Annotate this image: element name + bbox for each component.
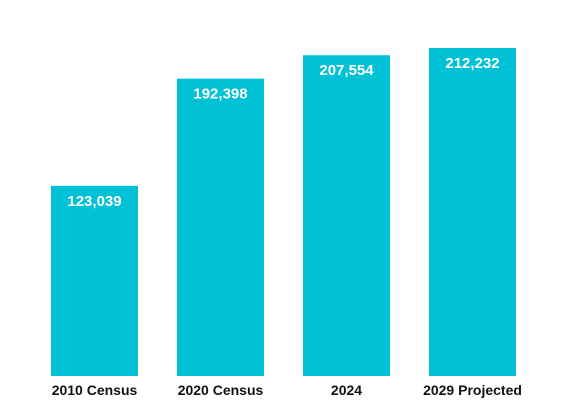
category-label-1: 2010 Census xyxy=(52,382,138,398)
category-labels: 2010 Census 2020 Census 2024 2029 Projected xyxy=(52,382,522,398)
category-label-3: 2024 xyxy=(331,382,362,398)
bar-4 xyxy=(429,48,516,376)
bar-value-label-3: 207,554 xyxy=(319,62,374,79)
bar-value-label-4: 212,232 xyxy=(445,55,499,72)
bars-group xyxy=(51,48,516,377)
bar-3 xyxy=(303,55,390,377)
bar-value-label-2: 192,398 xyxy=(193,86,247,103)
bar-2 xyxy=(177,78,264,377)
category-label-4: 2029 Projected xyxy=(423,382,522,398)
bar-value-label-1: 123,039 xyxy=(67,193,121,210)
bar-1 xyxy=(51,185,138,376)
category-label-2: 2020 Census xyxy=(178,382,264,398)
bar-value-labels: 123,039 192,398 207,554 212,232 xyxy=(67,55,499,210)
